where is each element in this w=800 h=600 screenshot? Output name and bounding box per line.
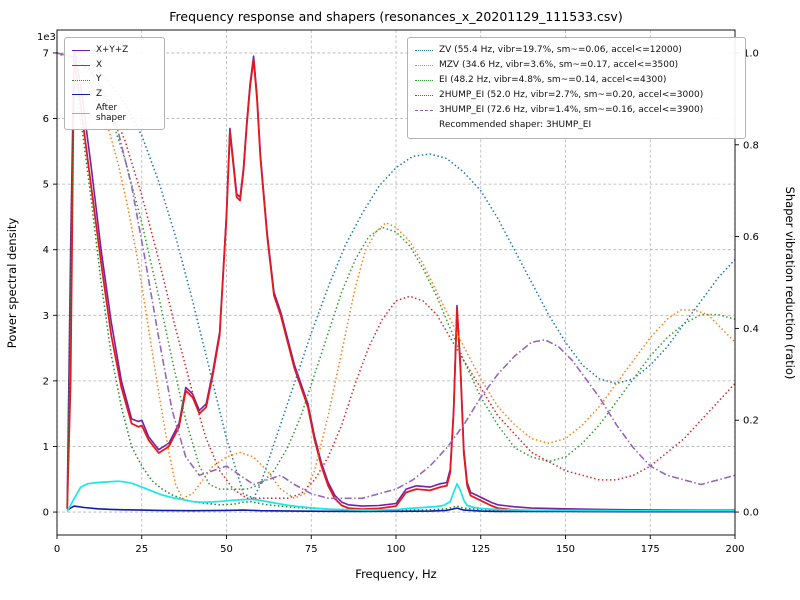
y-left-tick-label: 5 bbox=[43, 180, 49, 191]
line-swatch-after-shaper bbox=[72, 112, 90, 114]
line-swatch-ei bbox=[415, 80, 433, 82]
y-right-tick-label: 1.0 bbox=[743, 48, 759, 59]
chart-layer: 0 25 50 75 100 125 150 175 200 0 1 2 3 4 5 6 7 0.0 0.2 0.4 0… bbox=[43, 30, 759, 555]
legend-label: Z bbox=[96, 88, 103, 99]
y-left-tick-label: 1 bbox=[43, 442, 49, 453]
legend-label: Y bbox=[96, 74, 102, 85]
shaper-series-line bbox=[56, 52, 736, 500]
line-swatch-z bbox=[72, 94, 90, 96]
chart-title: Frequency response and shapers (resonanc… bbox=[169, 9, 622, 24]
legend-label: X bbox=[96, 59, 103, 70]
x-tick-label: 200 bbox=[725, 544, 744, 555]
y-right-tick-label: 0.4 bbox=[743, 324, 759, 335]
legend-item-mzv: MZV (34.6 Hz, vibr=3.6%, sm~=0.17, accel… bbox=[415, 59, 737, 73]
y-right-tick-label: 0.6 bbox=[743, 232, 759, 243]
legend-shapers: ZV (55.4 Hz, vibr=19.7%, sm~=0.06, accel… bbox=[407, 37, 746, 139]
legend-item-z: Z bbox=[72, 88, 156, 102]
shaper-series-line bbox=[56, 52, 736, 500]
line-swatch-y bbox=[72, 79, 90, 81]
x-tick-label: 175 bbox=[641, 544, 660, 555]
legend-item-zv: ZV (55.4 Hz, vibr=19.7%, sm~=0.06, accel… bbox=[415, 44, 737, 58]
psd-series-line bbox=[66, 78, 736, 513]
legend-label: After shaper bbox=[96, 102, 127, 124]
legend-label: ZV (55.4 Hz, vibr=19.7%, sm~=0.06, accel… bbox=[439, 45, 682, 55]
legend-label: 3HUMP_EI (72.6 Hz, vibr=1.4%, sm~=0.16, … bbox=[439, 104, 704, 115]
psd-series-line bbox=[66, 480, 735, 512]
line-swatch-xyz bbox=[72, 50, 90, 52]
y-left-tick-label: 0 bbox=[43, 508, 49, 519]
y-left-tick-label: 7 bbox=[43, 48, 49, 59]
y-left-tick-label: 3 bbox=[43, 311, 49, 322]
legend-item-recommended: Recommended shaper: 3HUMP_EI bbox=[415, 119, 737, 133]
x-tick-label: 0 bbox=[54, 544, 60, 555]
legend-item-after-shaper: After shaper bbox=[72, 103, 156, 125]
psd-series-line bbox=[66, 58, 735, 513]
legend-item-3hump-ei: 3HUMP_EI (72.6 Hz, vibr=1.4%, sm~=0.16, … bbox=[415, 104, 737, 118]
line-swatch-3hump-ei bbox=[415, 110, 433, 112]
legend-item-y: Y bbox=[72, 73, 156, 87]
x-tick-label: 150 bbox=[556, 544, 575, 555]
legend-label: 2HUMP_EI (52.0 Hz, vibr=2.7%, sm~=0.20, … bbox=[439, 89, 704, 100]
recommended-shaper-text: Recommended shaper: 3HUMP_EI bbox=[439, 119, 592, 130]
y-left-tick-label: 4 bbox=[43, 245, 49, 256]
plot-border bbox=[56, 29, 736, 536]
y-axis-right-label: Shaper vibration reduction (ratio) bbox=[783, 187, 797, 380]
legend-label: EI (48.2 Hz, vibr=4.8%, sm~=0.14, accel<… bbox=[439, 74, 667, 85]
y-left-tick-label: 2 bbox=[43, 376, 49, 387]
x-tick-label: 125 bbox=[471, 544, 490, 555]
x-tick-label: 75 bbox=[305, 544, 318, 555]
y-axis-offset-text: 1e3 bbox=[37, 32, 56, 43]
legend-item-xyz: X+Y+Z bbox=[72, 44, 156, 58]
y-right-tick-label: 0.8 bbox=[743, 140, 759, 151]
legend-item-2hump-ei: 2HUMP_EI (52.0 Hz, vibr=2.7%, sm~=0.20, … bbox=[415, 89, 737, 103]
x-axis-label: Frequency, Hz bbox=[355, 567, 436, 581]
legend-item-ei: EI (48.2 Hz, vibr=4.8%, sm~=0.14, accel<… bbox=[415, 74, 737, 88]
x-tick-label: 50 bbox=[220, 544, 233, 555]
line-swatch-x bbox=[72, 64, 90, 66]
y-axis-left-label: Power spectral density bbox=[5, 218, 19, 349]
y-right-tick-label: 0.2 bbox=[743, 416, 759, 427]
line-swatch-mzv bbox=[415, 65, 433, 67]
x-tick-label: 100 bbox=[386, 544, 405, 555]
line-swatch-zv bbox=[415, 50, 433, 52]
y-right-tick-label: 0.0 bbox=[743, 508, 759, 519]
shaper-series-line bbox=[56, 52, 736, 490]
legend-label: X+Y+Z bbox=[96, 45, 129, 55]
y-left-tick-label: 6 bbox=[43, 114, 49, 125]
line-swatch-2hump-ei bbox=[415, 95, 433, 97]
legend-psd: X+Y+Z X Y Z After shaper bbox=[64, 37, 165, 131]
legend-item-x: X bbox=[72, 59, 156, 73]
x-tick-label: 25 bbox=[135, 544, 148, 555]
legend-label: MZV (34.6 Hz, vibr=3.6%, sm~=0.17, accel… bbox=[439, 59, 679, 70]
shaper-series-line bbox=[56, 52, 736, 500]
psd-series-line bbox=[66, 505, 735, 513]
shaper-series-line bbox=[56, 52, 736, 500]
